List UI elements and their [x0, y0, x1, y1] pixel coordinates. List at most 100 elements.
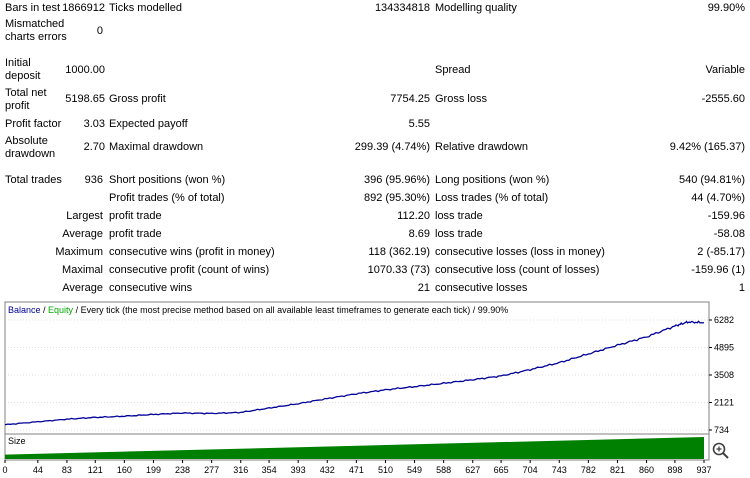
expected-payoff-label: Expected payoff [109, 118, 188, 130]
ticks-modelled-label: Ticks modelled [109, 2, 182, 14]
gross-loss-value: -2555.60 [701, 93, 745, 105]
x-tick-label: 549 [407, 465, 422, 475]
average2-label: Average [62, 282, 103, 294]
balance-chart: 6282 4895 3508 2121 734 Balance / Equity / E… [0, 300, 750, 478]
x-tick-label: 743 [552, 465, 567, 475]
loss-trades-value: 44 (4.70%) [691, 192, 745, 204]
x-tick-label: 160 [117, 465, 132, 475]
total-net-profit-value: 5198.65 [65, 93, 105, 105]
max-cons-losses-value: 2 (-85.17) [697, 246, 745, 258]
y-tick-label: 2121 [714, 398, 734, 408]
x-tick-label: 393 [291, 465, 306, 475]
legend-separator: / [41, 305, 49, 315]
gross-profit-value: 7754.25 [390, 93, 430, 105]
balance-series [4, 320, 705, 426]
short-positions-value: 396 (95.96%) [363, 174, 430, 186]
loss-trades-label: Loss trades (% of total) [435, 192, 549, 204]
largest-loss-value: -159.96 [707, 210, 745, 222]
legend-description: / Every tick (the most precise method ba… [73, 305, 508, 315]
profit-factor-label: Profit factor [5, 118, 62, 130]
initial-deposit-value: 1000.00 [65, 64, 105, 76]
maximal-drawdown-value: 299.39 (4.74%) [354, 141, 430, 153]
x-tick-label: 937 [696, 465, 711, 475]
balance-chart-svg: 6282 4895 3508 2121 734 Balance / Equity / E… [2, 301, 734, 475]
average-loss-label: loss trade [435, 228, 483, 240]
largest-label: Largest [66, 210, 103, 222]
long-positions-label: Long positions (won %) [435, 174, 550, 186]
total-trades-value: 936 [84, 174, 103, 186]
y-tick-label: 3508 [714, 370, 734, 380]
gross-loss-label: Gross loss [435, 93, 487, 105]
absolute-drawdown-value: 2.70 [83, 141, 105, 153]
mismatched-value: 0 [96, 25, 103, 37]
maximal-label: Maximal [62, 264, 103, 276]
largest-profit-label: profit trade [109, 210, 162, 222]
x-tick-label: 665 [494, 465, 509, 475]
x-axis-ticks: 0 44 83 121 160 199 238 277 316 354 393 432 471 510 54… [2, 460, 712, 475]
maximal-cons-loss-value: -159.96 (1) [691, 264, 745, 276]
total-net-profit-label-line2: profit [5, 100, 30, 112]
profit-trades-value: 892 (95.30%) [363, 192, 430, 204]
x-tick-label: 588 [436, 465, 451, 475]
x-tick-label: 471 [349, 465, 364, 475]
max-cons-wins-label: consecutive wins (profit in money) [109, 246, 275, 258]
initial-deposit-label-line1: Initial [5, 57, 31, 69]
x-tick-label: 821 [610, 465, 625, 475]
x-tick-label: 121 [88, 465, 103, 475]
x-tick-label: 83 [62, 465, 72, 475]
zoom-icon[interactable] [712, 442, 729, 459]
x-tick-label: 44 [33, 465, 43, 475]
x-tick-label: 199 [146, 465, 161, 475]
x-tick-label: 238 [175, 465, 190, 475]
max-cons-wins-value: 118 (362.19) [368, 246, 430, 258]
average-loss-value: -58.08 [713, 228, 745, 240]
absolute-drawdown-label-line2: drawdown [5, 148, 56, 160]
x-tick-label: 898 [667, 465, 682, 475]
ticks-modelled-value: 134334818 [374, 2, 430, 14]
average-profit-label: profit trade [109, 228, 162, 240]
balance-line [4, 320, 705, 426]
x-tick-label: 432 [320, 465, 335, 475]
grid [5, 319, 709, 431]
x-tick-label: 782 [581, 465, 596, 475]
avg-cons-wins-value: 21 [417, 282, 430, 294]
max-cons-losses-label: consecutive losses (loss in money) [435, 246, 605, 258]
gross-profit-label: Gross profit [109, 93, 166, 105]
average-profit-value: 8.69 [408, 228, 430, 240]
x-tick-label: 0 [2, 465, 7, 475]
total-trades-label: Total trades [5, 174, 62, 186]
maximal-drawdown-label: Maximal drawdown [109, 141, 204, 153]
mismatched-label-line1: Mismatched [5, 18, 65, 30]
y-tick-label: 6282 [714, 315, 734, 325]
avg-cons-losses-value: 1 [738, 282, 745, 294]
initial-deposit-label-line2: deposit [5, 70, 41, 82]
relative-drawdown-label: Relative drawdown [435, 141, 528, 153]
largest-loss-label: loss trade [435, 210, 483, 222]
x-tick-label: 510 [378, 465, 393, 475]
y-tick-label: 734 [714, 425, 729, 435]
modelling-quality-value: 99.90% [707, 2, 745, 14]
profit-factor-value: 3.03 [83, 118, 105, 130]
bars-in-test-value: 1866912 [62, 2, 105, 14]
maximal-cons-profit-value: 1070.33 (73) [367, 264, 430, 276]
size-series [5, 437, 704, 459]
plot-frame [4, 301, 710, 435]
x-tick-label: 316 [233, 465, 248, 475]
spread-label: Spread [435, 64, 471, 76]
expected-payoff-value: 5.55 [408, 118, 430, 130]
modelling-quality-label: Modelling quality [435, 2, 517, 14]
total-net-profit-label-line1: Total net [5, 87, 47, 99]
spread-value: Variable [705, 64, 745, 76]
avg-cons-losses-label: consecutive losses [435, 282, 528, 294]
size-area [5, 437, 704, 459]
legend-equity: Equity [48, 305, 74, 315]
x-tick-label: 354 [262, 465, 277, 475]
x-tick-label: 277 [204, 465, 219, 475]
y-tick-label: 4895 [714, 343, 734, 353]
mismatched-label-line2: charts errors [5, 31, 67, 43]
x-tick-label: 627 [465, 465, 480, 475]
y-axis-ticks: 6282 4895 3508 2121 734 [709, 315, 734, 435]
maximal-cons-profit-label: consecutive profit (count of wins) [109, 264, 270, 276]
long-positions-value: 540 (94.81%) [678, 174, 745, 186]
avg-cons-wins-label: consecutive wins [109, 282, 193, 294]
